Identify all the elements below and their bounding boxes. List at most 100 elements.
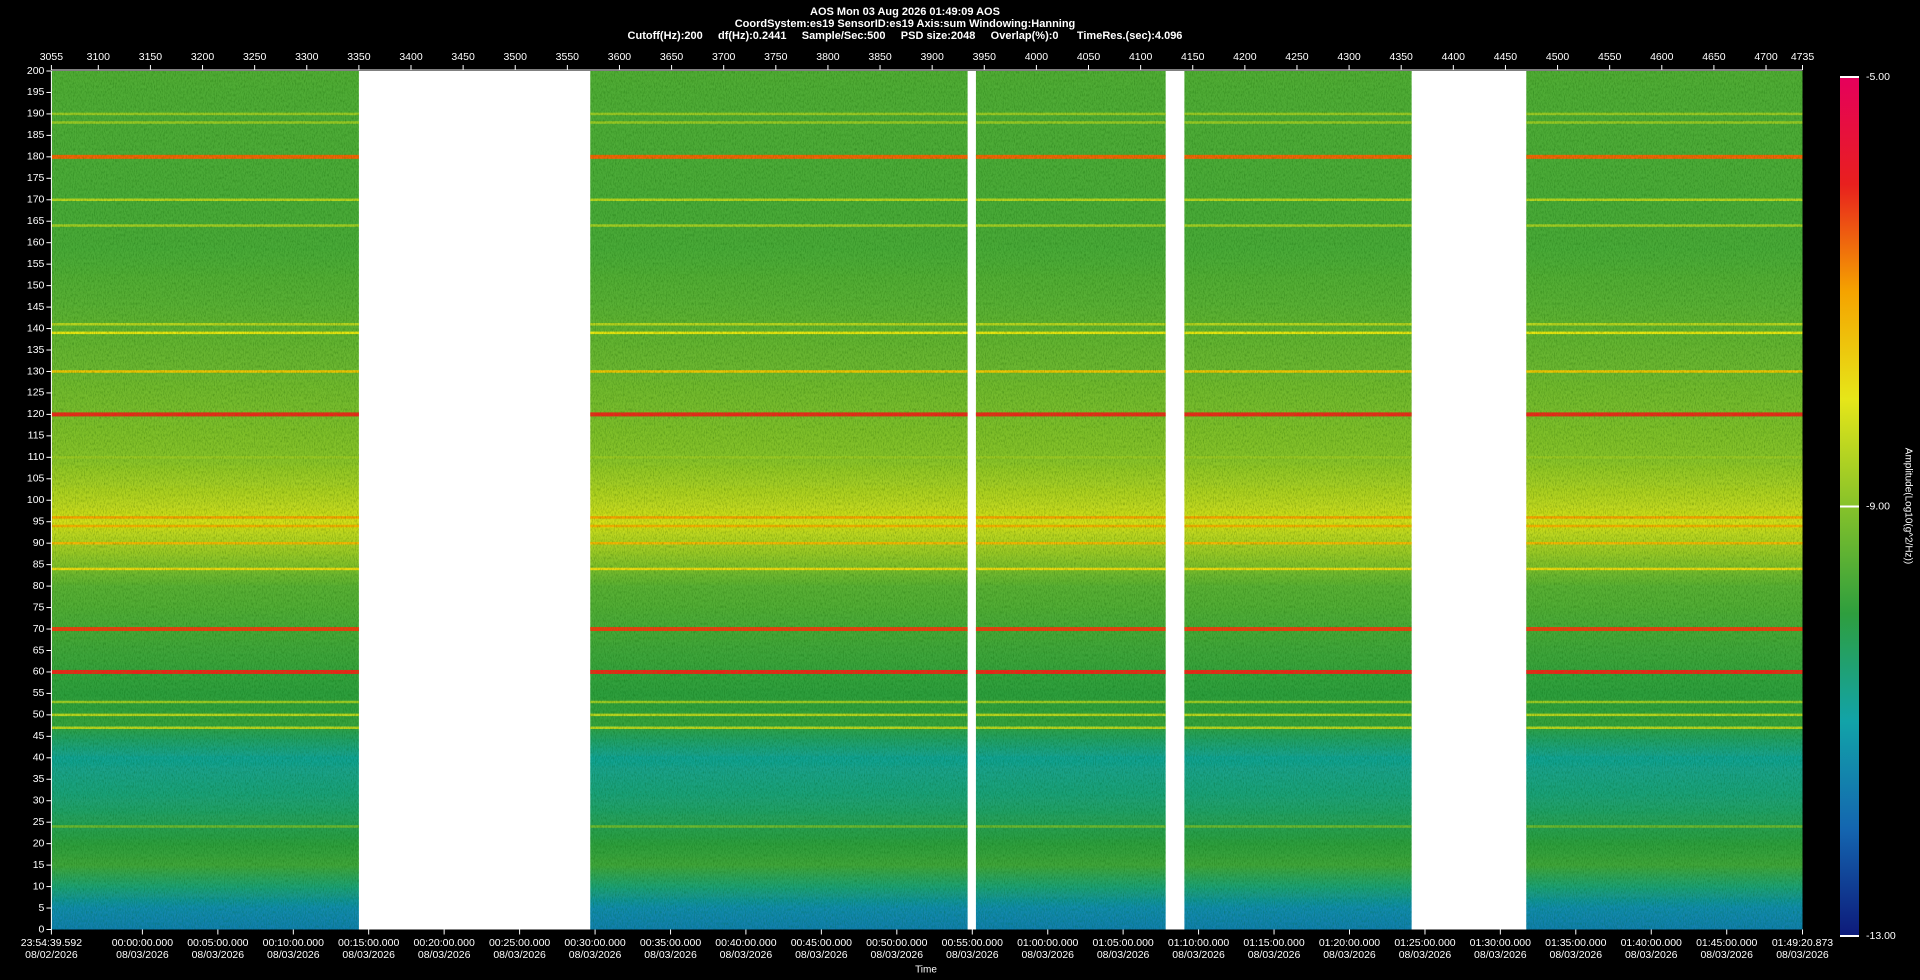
y-tick-label: 185 [27, 129, 45, 141]
x-tick-label: 3750 [764, 51, 788, 63]
x-tick-label: 3950 [973, 51, 997, 63]
y-tick-label: 80 [33, 580, 45, 592]
x2-tick-date: 08/03/2026 [1474, 949, 1527, 961]
tone-line [975, 516, 1166, 519]
x2-tick-label: 01:35:00.000 [1545, 937, 1606, 949]
y-tick-label: 50 [33, 709, 45, 721]
y-tick-label: 130 [27, 365, 45, 377]
tone-line [975, 456, 1166, 459]
tone-line [1526, 198, 1803, 202]
y-tick-label: 15 [33, 859, 45, 871]
x2-tick-label: 01:15:00.000 [1243, 937, 1304, 949]
tone-line [1184, 524, 1412, 528]
y-tick-label: 20 [33, 837, 45, 849]
x2-tick-date: 08/03/2026 [1172, 949, 1225, 961]
y-tick-label: 135 [27, 344, 45, 356]
tone-line [1526, 627, 1803, 632]
x2-tick-date: 08/03/2026 [116, 949, 169, 961]
segment [51, 71, 359, 930]
chart-title: AOS Mon 03 Aug 2026 01:49:09 AOS [810, 6, 1000, 18]
x-tick-label: 4250 [1285, 51, 1309, 63]
tone-line [590, 726, 968, 730]
tone-line [51, 121, 359, 124]
tone-line [975, 331, 1166, 335]
tone-line [590, 198, 968, 202]
x-tick-label: 4200 [1233, 51, 1257, 63]
x2-tick-date: 08/03/2026 [1021, 949, 1074, 961]
tone-line [1184, 154, 1412, 159]
y-tick-label: 100 [27, 494, 45, 506]
x2-tick-label: 01:05:00.000 [1092, 937, 1153, 949]
colorbar-tick-label: -9.00 [1866, 500, 1890, 512]
tone-line [975, 541, 1166, 545]
x2-tick-label: 01:25:00.000 [1394, 937, 1455, 949]
x-tick-label: 4050 [1077, 51, 1101, 63]
tone-line [1184, 121, 1412, 124]
tone-line [975, 121, 1166, 124]
x-tick-label: 4000 [1025, 51, 1049, 63]
x-tick-label: 4100 [1129, 51, 1153, 63]
tone-line [975, 567, 1166, 571]
tone-line [51, 713, 359, 717]
tone-line [1526, 825, 1803, 828]
y-tick-label: 55 [33, 687, 45, 699]
y-tick-label: 40 [33, 752, 45, 764]
x-tick-label: 4650 [1702, 51, 1726, 63]
tone-line [1184, 669, 1412, 674]
tone-line [975, 412, 1166, 417]
x-tick-label: 4350 [1390, 51, 1414, 63]
tone-line [51, 370, 359, 373]
y-tick-label: 170 [27, 194, 45, 206]
x-tick-label: 3250 [243, 51, 267, 63]
x2-tick-date: 08/02/2026 [25, 949, 78, 961]
y-tick-label: 200 [27, 65, 45, 77]
tone-line [590, 331, 968, 335]
x-tick-label: 4450 [1494, 51, 1518, 63]
y-tick-label: 30 [33, 795, 45, 807]
tone-line [1184, 370, 1412, 373]
tone-line [590, 627, 968, 632]
tone-line [975, 224, 1166, 227]
y-tick-label: 0 [39, 923, 45, 935]
x2-tick-label: 00:00:00.000 [112, 937, 173, 949]
x2-tick-label: 01:10:00.000 [1168, 937, 1229, 949]
segment [1526, 71, 1803, 930]
x2-tick-label: 01:30:00.000 [1470, 937, 1531, 949]
tone-line [51, 669, 359, 674]
tone-line [1526, 516, 1803, 519]
x-tick-label: 4500 [1546, 51, 1570, 63]
x2-tick-label: 00:25:00.000 [489, 937, 550, 949]
tone-line [975, 112, 1166, 116]
tone-line [1526, 456, 1803, 459]
y-tick-label: 85 [33, 558, 45, 570]
y-tick-label: 120 [27, 408, 45, 420]
tone-line [590, 154, 968, 159]
y-tick-label: 75 [33, 601, 45, 613]
tone-line [1184, 224, 1412, 227]
tone-line [1184, 541, 1412, 545]
tone-line [51, 516, 359, 519]
tone-line [1526, 669, 1803, 674]
x-tick-label: 4735 [1791, 51, 1815, 63]
tone-line [1526, 121, 1803, 124]
segment-spectrum [1184, 71, 1412, 930]
tone-line [590, 541, 968, 545]
tone-line [975, 198, 1166, 202]
tone-line [975, 323, 1166, 326]
x2-tick-label: 01:40:00.000 [1621, 937, 1682, 949]
tone-line [590, 700, 968, 704]
segment [590, 71, 968, 930]
tone-line [975, 825, 1166, 828]
chart-subtitle: CoordSystem:es19 SensorID:es19 Axis:sum … [735, 18, 1076, 30]
tone-line [1526, 154, 1803, 159]
tone-line [1184, 825, 1412, 828]
x2-tick-date: 08/03/2026 [1776, 949, 1829, 961]
y-tick-label: 65 [33, 644, 45, 656]
x-tick-label: 3100 [87, 51, 111, 63]
y-tick-label: 175 [27, 172, 45, 184]
tone-line [51, 541, 359, 545]
tone-line [51, 700, 359, 704]
y-tick-label: 10 [33, 880, 45, 892]
tone-line [51, 224, 359, 227]
y-tick-label: 155 [27, 258, 45, 270]
